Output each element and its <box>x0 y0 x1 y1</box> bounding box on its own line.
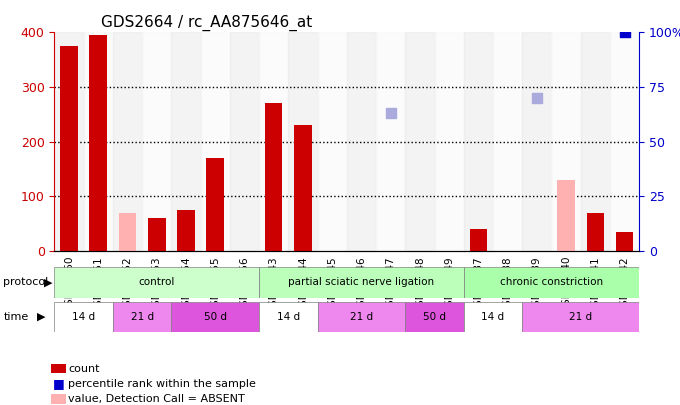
FancyBboxPatch shape <box>171 302 259 332</box>
Text: ■: ■ <box>52 377 65 390</box>
Bar <box>265 103 282 251</box>
Bar <box>551 32 581 251</box>
Bar <box>376 32 405 251</box>
Bar <box>318 32 347 251</box>
Text: percentile rank within the sample: percentile rank within the sample <box>68 379 256 389</box>
Text: 21 d: 21 d <box>131 312 154 322</box>
Text: ▶: ▶ <box>37 312 46 322</box>
FancyBboxPatch shape <box>464 267 639 298</box>
Bar <box>470 229 487 251</box>
Bar <box>230 32 259 251</box>
FancyBboxPatch shape <box>54 302 113 332</box>
Bar <box>207 158 224 251</box>
Bar <box>493 32 522 251</box>
Bar <box>119 213 136 251</box>
FancyBboxPatch shape <box>54 267 259 298</box>
Bar <box>347 32 376 251</box>
Bar <box>581 32 610 251</box>
FancyBboxPatch shape <box>318 302 405 332</box>
Text: 50 d: 50 d <box>423 312 446 322</box>
Text: protocol: protocol <box>3 277 49 288</box>
Bar <box>201 32 230 251</box>
Bar <box>148 218 165 251</box>
FancyBboxPatch shape <box>259 267 464 298</box>
Text: 50 d: 50 d <box>204 312 226 322</box>
FancyBboxPatch shape <box>522 302 639 332</box>
Bar <box>90 35 107 251</box>
Point <box>414 7 426 14</box>
Bar <box>558 180 575 251</box>
Bar <box>54 32 84 251</box>
Text: 21 d: 21 d <box>569 312 592 322</box>
Text: 14 d: 14 d <box>277 312 300 322</box>
Bar <box>142 32 171 251</box>
Bar <box>171 32 201 251</box>
Text: value, Detection Call = ABSENT: value, Detection Call = ABSENT <box>68 394 245 404</box>
Text: GDS2664 / rc_AA875646_at: GDS2664 / rc_AA875646_at <box>101 15 312 31</box>
Bar <box>464 32 493 251</box>
Point <box>532 95 543 101</box>
Text: ▶: ▶ <box>44 277 53 288</box>
Bar <box>113 32 142 251</box>
FancyBboxPatch shape <box>259 302 318 332</box>
Text: 14 d: 14 d <box>481 312 505 322</box>
Point <box>385 110 396 117</box>
Bar <box>84 32 113 251</box>
Bar <box>610 32 639 251</box>
Bar <box>587 213 604 251</box>
Bar <box>288 32 318 251</box>
Bar <box>259 32 288 251</box>
FancyBboxPatch shape <box>113 302 171 332</box>
Bar <box>522 32 551 251</box>
Bar <box>61 46 78 251</box>
FancyBboxPatch shape <box>405 302 464 332</box>
Point <box>502 1 513 7</box>
Text: count: count <box>68 364 99 373</box>
Text: partial sciatic nerve ligation: partial sciatic nerve ligation <box>288 277 435 288</box>
Bar <box>177 210 194 251</box>
Bar <box>294 125 311 251</box>
Bar <box>616 232 633 251</box>
Bar <box>405 32 435 251</box>
Text: 14 d: 14 d <box>72 312 95 322</box>
Text: time: time <box>3 312 29 322</box>
FancyBboxPatch shape <box>464 302 522 332</box>
Text: 21 d: 21 d <box>350 312 373 322</box>
Text: control: control <box>139 277 175 288</box>
Point <box>619 29 630 36</box>
Bar <box>435 32 464 251</box>
Text: chronic constriction: chronic constriction <box>500 277 603 288</box>
